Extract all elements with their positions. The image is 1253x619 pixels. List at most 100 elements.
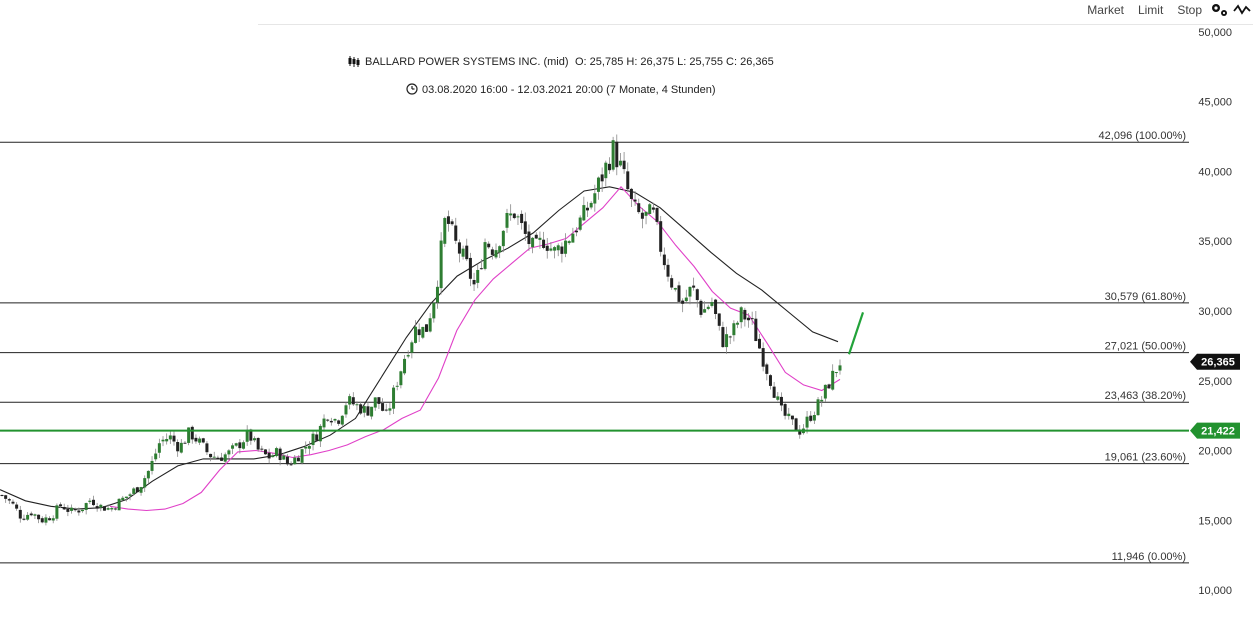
candle [757, 338, 761, 349]
candle [48, 518, 52, 521]
candle [176, 442, 180, 452]
candle [289, 464, 293, 466]
candle [179, 442, 183, 453]
candle [91, 499, 95, 506]
candle [223, 454, 227, 462]
y-tick-label: 40,000 [1198, 166, 1232, 178]
candle [344, 405, 348, 415]
candle [571, 233, 575, 243]
chart-header: BALLARD POWER SYSTEMS INC. (mid) O: 25,7… [348, 56, 774, 96]
candle [252, 438, 256, 441]
candle [340, 415, 344, 425]
chart-type-icon[interactable] [1231, 1, 1253, 19]
candle [479, 268, 483, 270]
candle [190, 426, 194, 440]
candle [392, 387, 396, 409]
candle [659, 221, 663, 252]
candle [55, 505, 59, 519]
candle [483, 242, 487, 269]
ohlc-values: O: 25,785 H: 26,375 L: 25,755 C: 26,365 [575, 56, 774, 68]
candle [578, 217, 582, 230]
candle [348, 396, 352, 405]
candle [351, 397, 355, 405]
candle [4, 495, 8, 499]
candle [604, 162, 608, 179]
candle [157, 443, 161, 453]
candle [414, 326, 418, 343]
candle [435, 286, 439, 303]
candle [695, 289, 699, 301]
stop-order-button[interactable]: Stop [1177, 3, 1202, 17]
candle [154, 453, 158, 460]
candle [633, 199, 637, 202]
candle [787, 413, 791, 417]
candle [285, 456, 289, 465]
candle [88, 500, 92, 502]
candle [834, 372, 838, 374]
candle [725, 334, 729, 348]
candle [417, 329, 421, 336]
candle [198, 438, 202, 443]
candle [300, 449, 304, 463]
candle [263, 449, 267, 455]
candle [84, 503, 88, 510]
candle [395, 385, 399, 387]
candle [278, 448, 282, 460]
candle [139, 487, 143, 493]
candle [575, 230, 579, 233]
candle [18, 509, 22, 519]
market-order-button[interactable]: Market [1087, 3, 1124, 17]
candle [684, 297, 688, 302]
candle [809, 415, 813, 421]
candle [267, 452, 271, 459]
candle [59, 504, 63, 507]
candle [216, 457, 220, 459]
support-price-tag: 21,422 [1201, 426, 1235, 438]
candle [553, 247, 557, 251]
support-level [0, 312, 1189, 432]
candle [622, 160, 626, 170]
limit-order-button[interactable]: Limit [1137, 3, 1164, 17]
candle [81, 509, 85, 512]
candle [820, 399, 824, 402]
candle [135, 487, 139, 493]
candle [205, 443, 209, 453]
candle [556, 245, 560, 251]
fib-label: 11,946 (0.00%) [1112, 551, 1186, 563]
candle [607, 163, 611, 171]
candle [106, 508, 110, 510]
candle [472, 279, 476, 285]
candle [823, 384, 827, 399]
candle [710, 302, 714, 306]
candle [714, 299, 718, 314]
candle [776, 396, 780, 400]
candle [651, 207, 655, 210]
candle [450, 221, 454, 225]
candle [384, 409, 388, 411]
fibonacci-levels: 42,096 (100.00%) 30,579 (61.80%) 27,021 (5… [0, 130, 1189, 564]
candle [564, 240, 568, 254]
candle [99, 504, 103, 508]
y-tick-label: 30,000 [1198, 306, 1232, 318]
candle [245, 429, 249, 442]
candle [717, 313, 721, 326]
candle [673, 287, 677, 290]
candle [143, 478, 147, 488]
candle [150, 460, 154, 471]
candle [40, 518, 44, 523]
candle [370, 406, 374, 417]
candle [355, 404, 359, 406]
candle [406, 355, 410, 357]
candle [0, 494, 4, 496]
candle [750, 318, 754, 320]
candle [329, 420, 333, 423]
candle [790, 415, 794, 420]
candle [476, 269, 480, 283]
candle [468, 257, 472, 279]
candle [428, 318, 432, 332]
candle [838, 365, 842, 371]
candle [410, 342, 414, 353]
candle [172, 435, 176, 442]
settings-icon[interactable] [1209, 1, 1231, 19]
